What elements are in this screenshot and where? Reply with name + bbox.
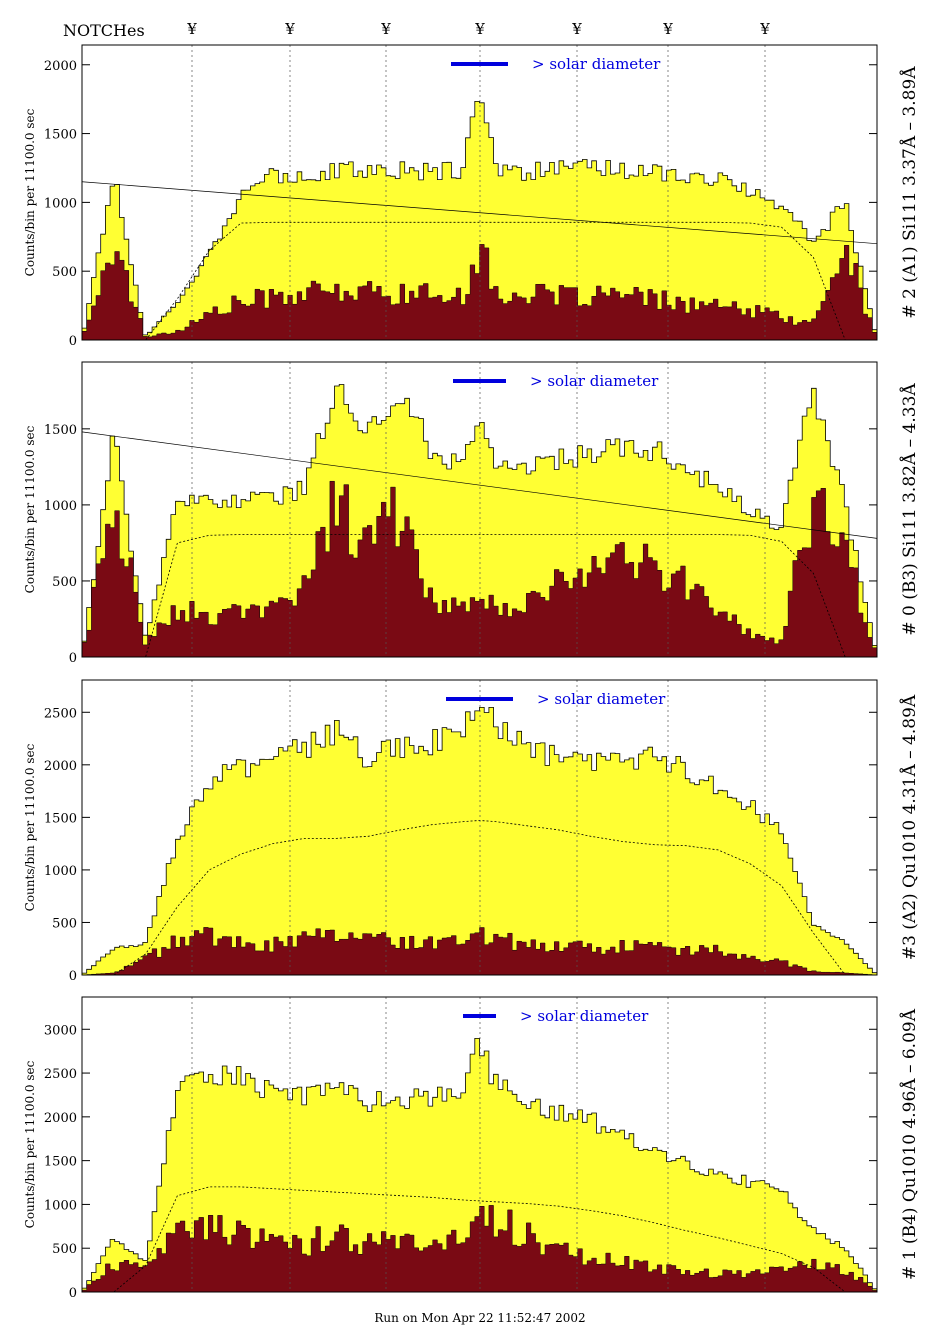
solar-diameter-label: > solar diameter <box>537 690 666 708</box>
y-axis-label: Counts/bin per 11100.0 sec <box>23 1060 37 1228</box>
background-counts-histogram <box>81 480 878 658</box>
total-counts-histogram <box>81 1038 878 1293</box>
y-tick-label: 2000 <box>44 59 77 74</box>
trend-line <box>81 431 878 539</box>
solar-diameter-label: > solar diameter <box>530 372 659 390</box>
spectrum-panel-2: 0 500 1000 1500 Counts/bin per 11100.0 sec # … <box>23 361 920 666</box>
notch-marker-3: ¥ <box>380 20 391 38</box>
panel-range-label: # 0 (B3) Si111 3.82Å – 4.33Å <box>899 383 920 636</box>
total-counts-histogram <box>81 101 878 341</box>
model-curve <box>82 221 877 341</box>
y-tick-label: 1000 <box>44 1198 77 1213</box>
plot-frame <box>81 996 878 1293</box>
notch-marker-6: ¥ <box>662 20 673 38</box>
notch-marker-7: ¥ <box>759 20 770 38</box>
notch-marker-1: ¥ <box>186 20 197 38</box>
y-tick-label: 2500 <box>44 1067 77 1082</box>
plot-frame <box>81 361 878 658</box>
notch-marker-2: ¥ <box>284 20 295 38</box>
total-counts-histogram <box>81 707 878 976</box>
notches-header: NOTCHes ¥ ¥ ¥ ¥ ¥ ¥ ¥ <box>63 20 770 40</box>
y-tick-label: 500 <box>52 916 77 931</box>
panel-range-label: # 2 (A1) Si111 3.37Å – 3.89Å <box>899 66 920 319</box>
solar-diameter-label: > solar diameter <box>520 1007 649 1025</box>
plot-frame <box>81 679 878 976</box>
y-tick-label: 2000 <box>44 759 77 774</box>
y-tick-label: 0 <box>69 334 77 349</box>
background-counts-histogram <box>81 244 878 341</box>
notches-label: NOTCHes <box>63 21 145 40</box>
y-tick-label: 2500 <box>44 706 77 721</box>
y-tick-label: 500 <box>52 1242 77 1257</box>
y-tick-label: 0 <box>69 969 77 984</box>
spectrum-panel-1: 0 500 1000 1500 2000 Counts/bin per 11100.0 s… <box>23 44 920 349</box>
notch-marker-4: ¥ <box>474 20 485 38</box>
y-axis-label: Counts/bin per 11100.0 sec <box>23 108 37 276</box>
run-timestamp: Run on Mon Apr 22 11:52:47 2002 <box>374 1311 585 1325</box>
y-tick-label: 1000 <box>44 499 77 514</box>
y-tick-label: 0 <box>69 651 77 666</box>
spectrum-panel-4: 0 500 1000 1500 2000 2500 3000 Counts/bin per 1… <box>23 996 920 1301</box>
model-curve <box>82 1186 877 1293</box>
spectrum-panel-3: 0 500 1000 1500 2000 2500 Counts/bin per 11100… <box>23 679 920 984</box>
y-tick-label: 0 <box>69 1286 77 1301</box>
background-counts-histogram <box>81 927 878 976</box>
panel-range-label: #3 (A2) Qu1010 4.31Å – 4.89Å <box>899 694 920 960</box>
y-tick-label: 1500 <box>44 1155 77 1170</box>
plot-frame <box>81 44 878 341</box>
y-axis-label: Counts/bin per 11100.0 sec <box>23 425 37 593</box>
notch-marker-5: ¥ <box>571 20 582 38</box>
y-tick-label: 1000 <box>44 864 77 879</box>
y-tick-label: 1500 <box>44 811 77 826</box>
solar-diameter-label: > solar diameter <box>532 55 661 73</box>
y-tick-label: 1000 <box>44 196 77 211</box>
panel-range-label: # 1 (B4) Qu1010 4.96Å – 6.09Å <box>899 1008 920 1280</box>
y-axis-label: Counts/bin per 11100.0 sec <box>23 743 37 911</box>
y-tick-label: 3000 <box>44 1023 77 1038</box>
model-curve <box>82 534 877 658</box>
background-counts-histogram <box>81 1205 878 1293</box>
y-tick-label: 500 <box>52 265 77 280</box>
y-tick-label: 500 <box>52 575 77 590</box>
y-tick-label: 2000 <box>44 1111 77 1126</box>
model-curve <box>82 820 877 976</box>
y-tick-label: 1500 <box>44 128 77 143</box>
trend-line <box>81 181 878 245</box>
y-tick-label: 1500 <box>44 423 77 438</box>
